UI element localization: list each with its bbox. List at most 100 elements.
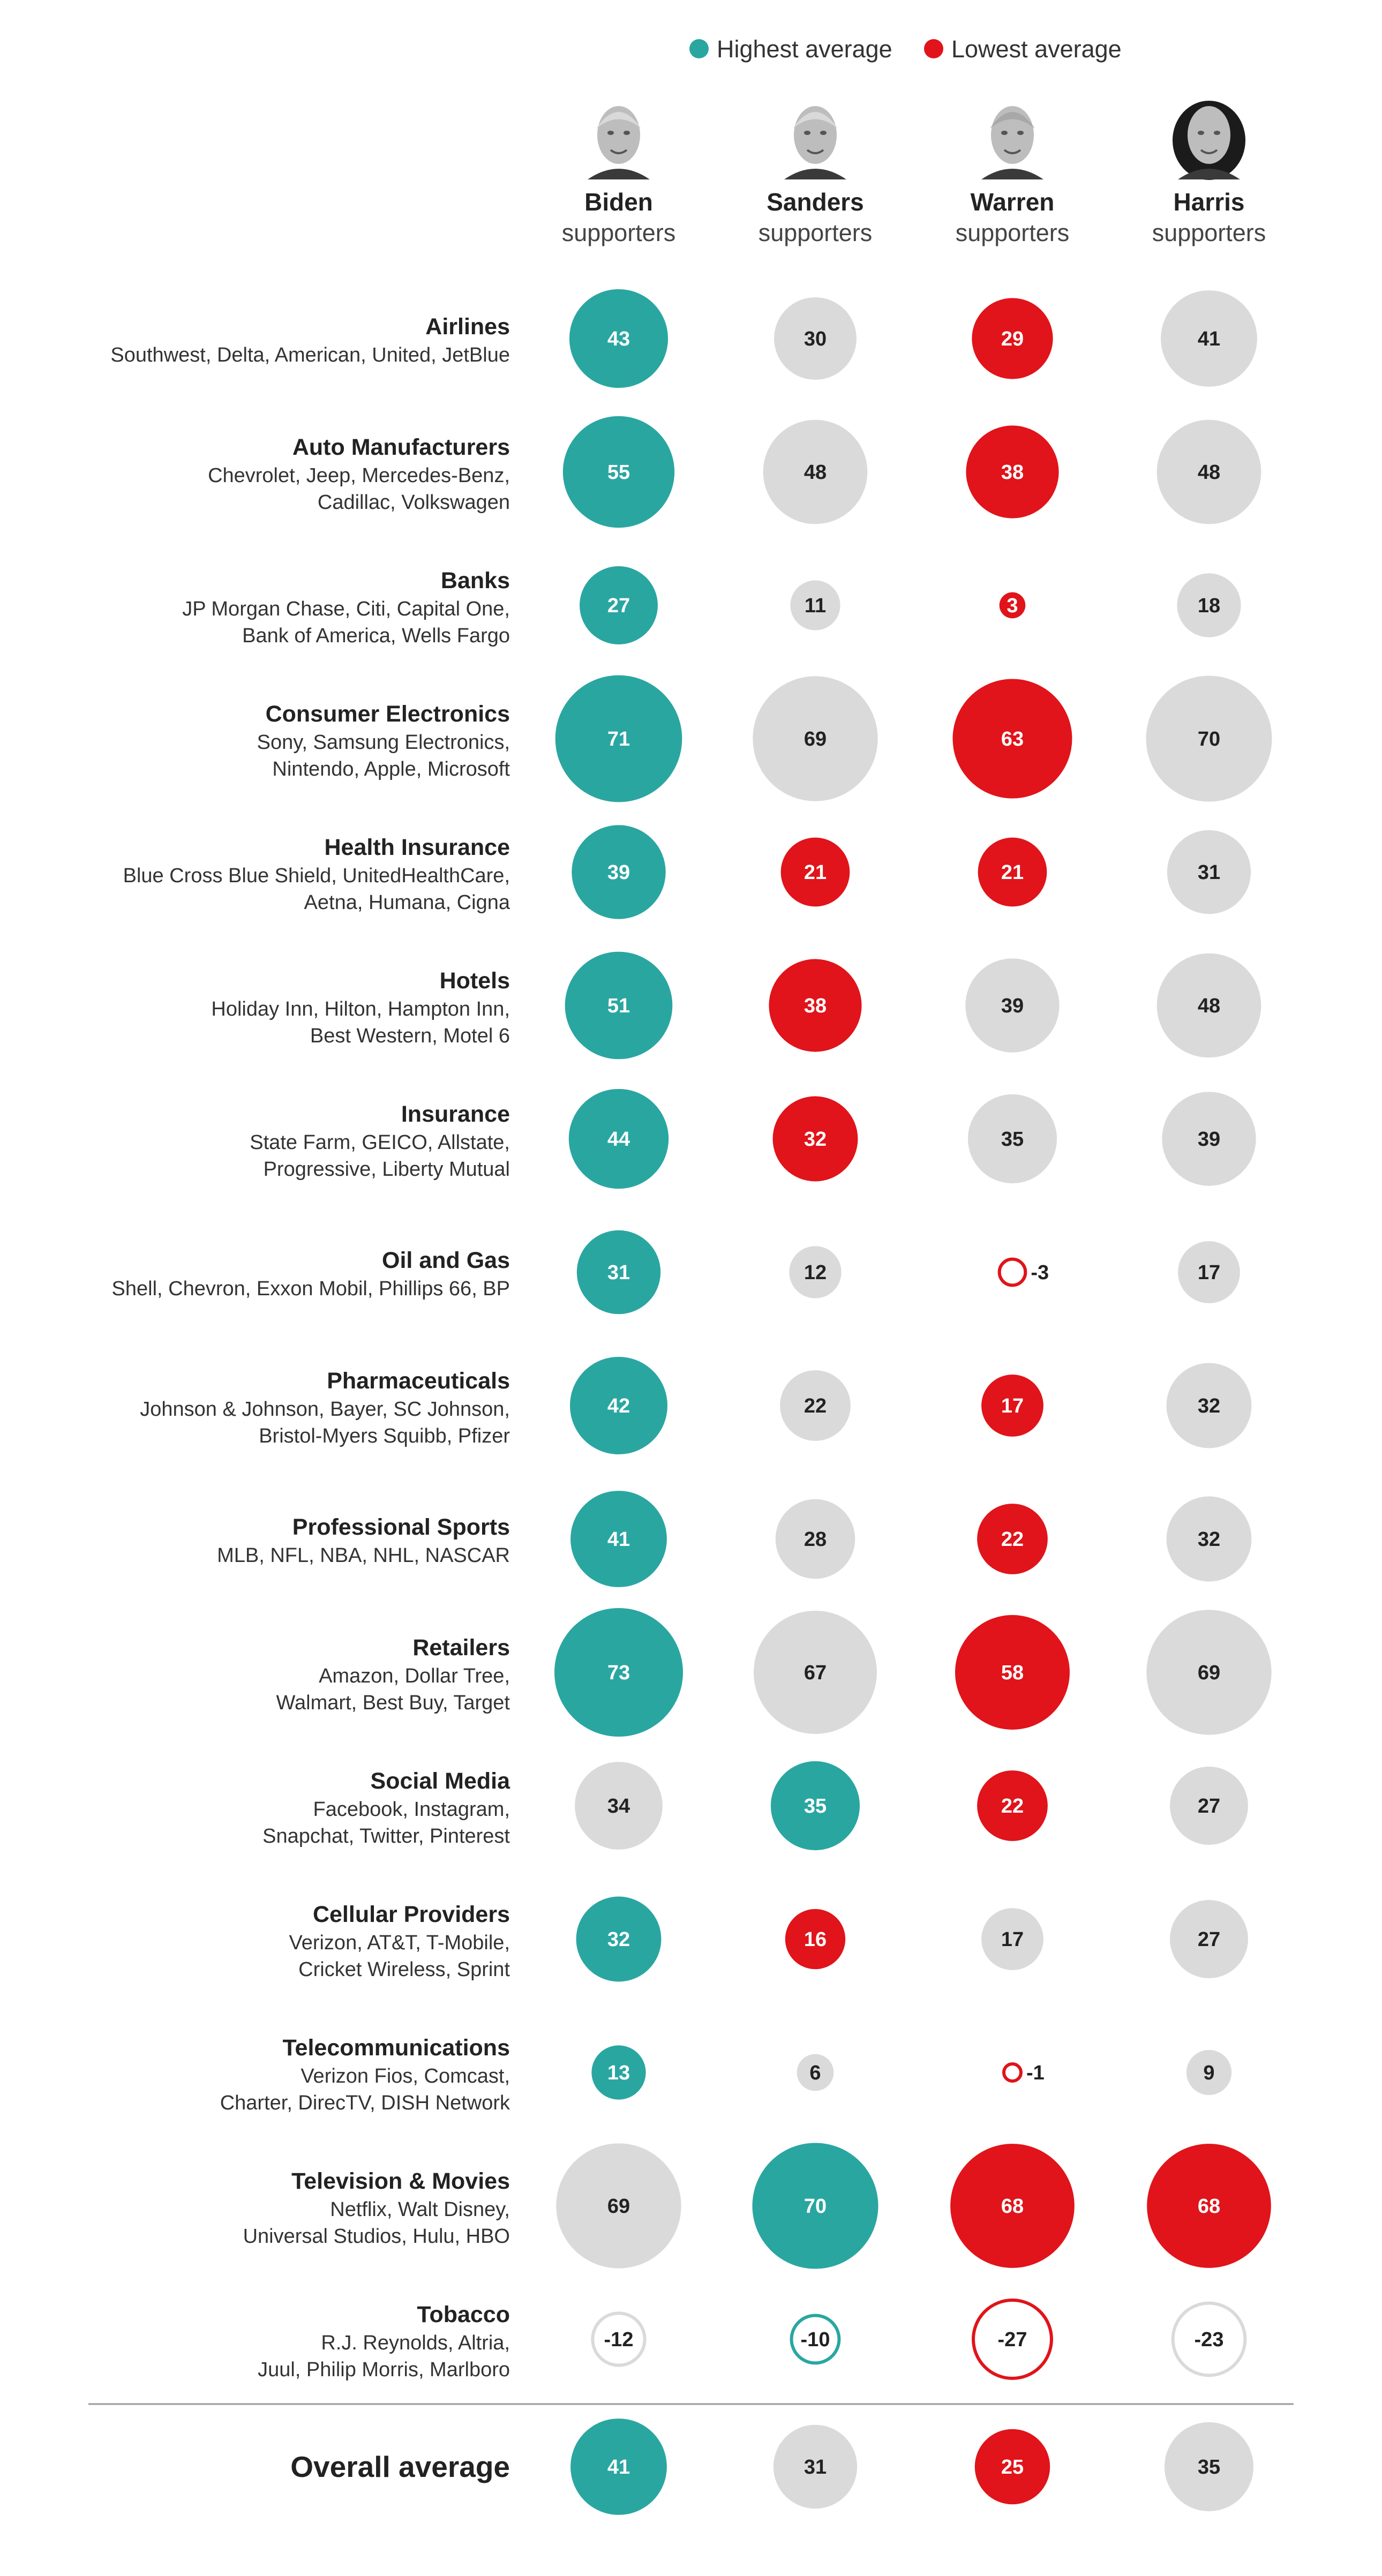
category-brands: Cadillac, Volkswagen [318,491,510,514]
bubble-mark [1146,1610,1272,1735]
bubble-mark [955,1615,1070,1730]
category-title: Professional Sports [292,1514,510,1540]
legend: Highest average Lowest average [689,35,1122,63]
category-brands: Charter, DirecTV, DISH Network [220,2092,510,2114]
bubble-value: 68 [1001,2195,1024,2218]
bubble-biden: 32 [576,1896,662,1982]
bubble-warren: 58 [955,1615,1070,1730]
bubble-mark [555,675,682,802]
biden-portrait-icon [588,106,650,179]
bubble-harris: 39 [1162,1092,1256,1186]
bubble-harris: 27 [1170,1767,1248,1845]
bubble-mark [1161,290,1257,387]
bubble-mark [978,837,1047,907]
category-row: Banks JP Morgan Chase, Citi, Capital One,… [182,566,1241,647]
category-row: Cellular Providers Verizon, AT&T, T-Mobil… [289,1896,1248,1982]
bubble-mark [569,289,669,388]
bubble-value: 21 [804,861,827,884]
category-brands: Bank of America, Wells Fargo [242,625,510,647]
bubble-value: 55 [607,461,630,484]
bubble-mark [1156,419,1261,524]
bubble-harris: 17 [1178,1241,1240,1303]
category-title: Pharmaceuticals [327,1368,510,1394]
category-title: Retailers [412,1635,510,1661]
bubble-value: 35 [1198,2456,1220,2479]
bubble-value: 48 [1198,461,1220,484]
bubble-harris: 70 [1146,675,1272,802]
bubble-mark [952,679,1072,799]
category-title: Television & Movies [291,2168,510,2194]
candidate-subtitle: supporters [1152,219,1266,246]
bubble-value: 17 [1001,1395,1024,1417]
bubble-value: 21 [1001,861,1024,884]
category-row: Tobacco R.J. Reynolds, Altria, Juul, Phili… [258,2299,1247,2381]
bubble-value: 25 [1001,2456,1024,2479]
bubble-value: 51 [607,995,630,1017]
bubble-value: 67 [804,1662,827,1684]
bubble-mark [775,1499,855,1579]
bubble-harris: 41 [1161,290,1257,387]
bubble-value: 63 [1001,728,1024,750]
bubble-value: 34 [607,1795,630,1818]
bubble-value: 43 [607,328,630,350]
bubble-mark [770,1761,860,1851]
bubble-mark [780,837,850,907]
bubble-value: 38 [804,995,827,1017]
bubble-sanders: 32 [772,1096,858,1182]
bubble-mark [1146,675,1272,802]
category-title: Cellular Providers [313,1902,510,1927]
bubble-warren: 35 [967,1094,1057,1184]
bubble-value: 44 [607,1128,630,1151]
bubble-warren: 29 [972,298,1053,379]
category-brands: Walmart, Best Buy, Target [276,1692,510,1714]
bubble-mark [780,1370,851,1441]
bubble-mark [752,2143,878,2269]
bubble-sanders: 38 [769,959,862,1052]
bubble-mark [576,1230,661,1315]
bubble-sanders: 30 [774,297,857,380]
bubble-biden: 55 [562,416,675,528]
bubble-mark [977,1770,1048,1841]
category-row: Retailers Amazon, Dollar Tree, Walmart, Be… [276,1608,1272,1737]
bubble-value: 48 [804,461,827,484]
bubble-biden: 27 [580,566,658,644]
bubble-mark [568,1088,669,1189]
bubble-warren: 21 [978,837,1047,907]
bubble-mark [763,419,868,524]
bubble-mark [790,580,840,630]
bubble-biden: 31 [576,1230,661,1315]
overall-bubble-warren: 25 [974,2429,1050,2505]
bubble-mark [591,2311,647,2367]
bubble-value: 32 [1198,1528,1220,1551]
category-row: Airlines Southwest, Delta, American, Unit… [110,289,1257,388]
bubble-value: 39 [1001,995,1024,1017]
bubble-value: 11 [805,595,826,617]
category-row: Oil and Gas Shell, Chevron, Exxon Mobil, … [112,1230,1240,1315]
bubble-value: 35 [804,1795,827,1818]
bubble-mark [974,2429,1050,2505]
bubble-value: 30 [804,328,827,350]
category-title: Airlines [425,314,510,340]
bubble-mark [966,425,1059,519]
bubble-sanders: 48 [763,419,868,524]
category-brands: Southwest, Delta, American, United, JetB… [110,344,510,366]
bubble-warren: 39 [965,958,1060,1053]
bubble-warren: -27 [972,2299,1053,2380]
bubble-sanders: 28 [775,1499,855,1579]
bubble-warren: 22 [977,1770,1048,1841]
bubble-harris: 32 [1166,1496,1252,1582]
bubble-mark [570,1491,667,1587]
bubble-value: 3 [1007,595,1018,617]
category-brands: JP Morgan Chase, Citi, Capital One, [182,598,510,620]
bubble-value: 41 [607,2456,630,2479]
candidate-header-biden: Biden supporters [562,106,675,246]
category-brands: Holiday Inn, Hilton, Hampton Inn, [211,998,510,1020]
bubble-value: 32 [1198,1395,1220,1417]
bubble-warren: 17 [981,1375,1043,1437]
candidate-name: Biden [584,188,653,216]
category-row: Auto Manufacturers Chevrolet, Jeep, Merce… [208,416,1261,528]
category-brands: Netflix, Walt Disney, [330,2198,510,2221]
bubble-value: 6 [809,2062,821,2084]
bubble-value: 70 [1198,728,1220,750]
bubble-value: -10 [801,2329,830,2351]
